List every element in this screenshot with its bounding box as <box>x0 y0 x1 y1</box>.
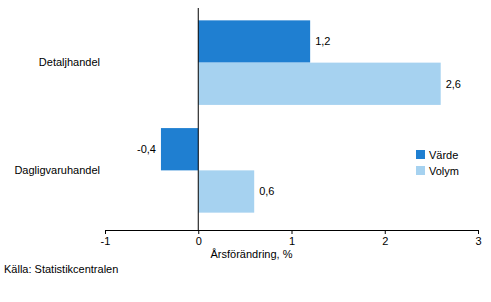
axis-title: Årsförändring, % <box>211 248 293 260</box>
data-label: -0,4 <box>137 143 156 155</box>
tick-mark <box>105 230 106 234</box>
legend-swatch <box>416 166 425 175</box>
data-label: 2,6 <box>446 78 461 90</box>
tick: Detaljhandel <box>39 56 100 68</box>
tick: 1 <box>289 230 295 247</box>
bar <box>198 63 440 105</box>
tick-label: 2 <box>382 235 388 247</box>
tick: -1 <box>101 230 111 247</box>
tick-label: 0 <box>196 235 202 247</box>
chart: 1,2 -0,4 2,6 0,6 -1 0 1 2 3 Detaljhandel Dagligvar… <box>0 0 491 302</box>
zero-line <box>198 8 199 230</box>
bar <box>161 128 198 170</box>
category-label: Detaljhandel <box>39 56 100 68</box>
y-axis: Detaljhandel Dagligvaruhandel <box>14 56 100 176</box>
tick-mark <box>198 230 199 234</box>
source: Källa: Statistikcentralen <box>4 263 118 275</box>
legend-item: Värde <box>416 149 458 161</box>
legend-item: Volym <box>416 165 459 177</box>
data-labels: 1,2 -0,4 2,6 0,6 <box>137 35 461 197</box>
category-label: Dagligvaruhandel <box>14 164 100 176</box>
data-label: 0,6 <box>259 185 274 197</box>
tick-label: -1 <box>101 235 111 247</box>
tick: 0 <box>196 230 202 247</box>
bars <box>161 20 441 212</box>
tick-mark <box>478 230 479 234</box>
tick: Dagligvaruhandel <box>14 164 100 176</box>
bar <box>198 170 254 212</box>
data-label: 1,2 <box>315 35 330 47</box>
legend: Värde Volym <box>416 149 459 177</box>
x-axis: -1 0 1 2 3 <box>101 230 482 247</box>
legend-label: Värde <box>429 149 458 161</box>
tick-mark <box>292 230 293 234</box>
legend-label: Volym <box>429 165 459 177</box>
legend-swatch <box>416 150 425 159</box>
tick-mark <box>385 230 386 234</box>
tick-label: 1 <box>289 235 295 247</box>
bar <box>198 20 310 62</box>
tick: 2 <box>382 230 388 247</box>
tick: 3 <box>475 230 481 247</box>
tick-label: 3 <box>475 235 481 247</box>
